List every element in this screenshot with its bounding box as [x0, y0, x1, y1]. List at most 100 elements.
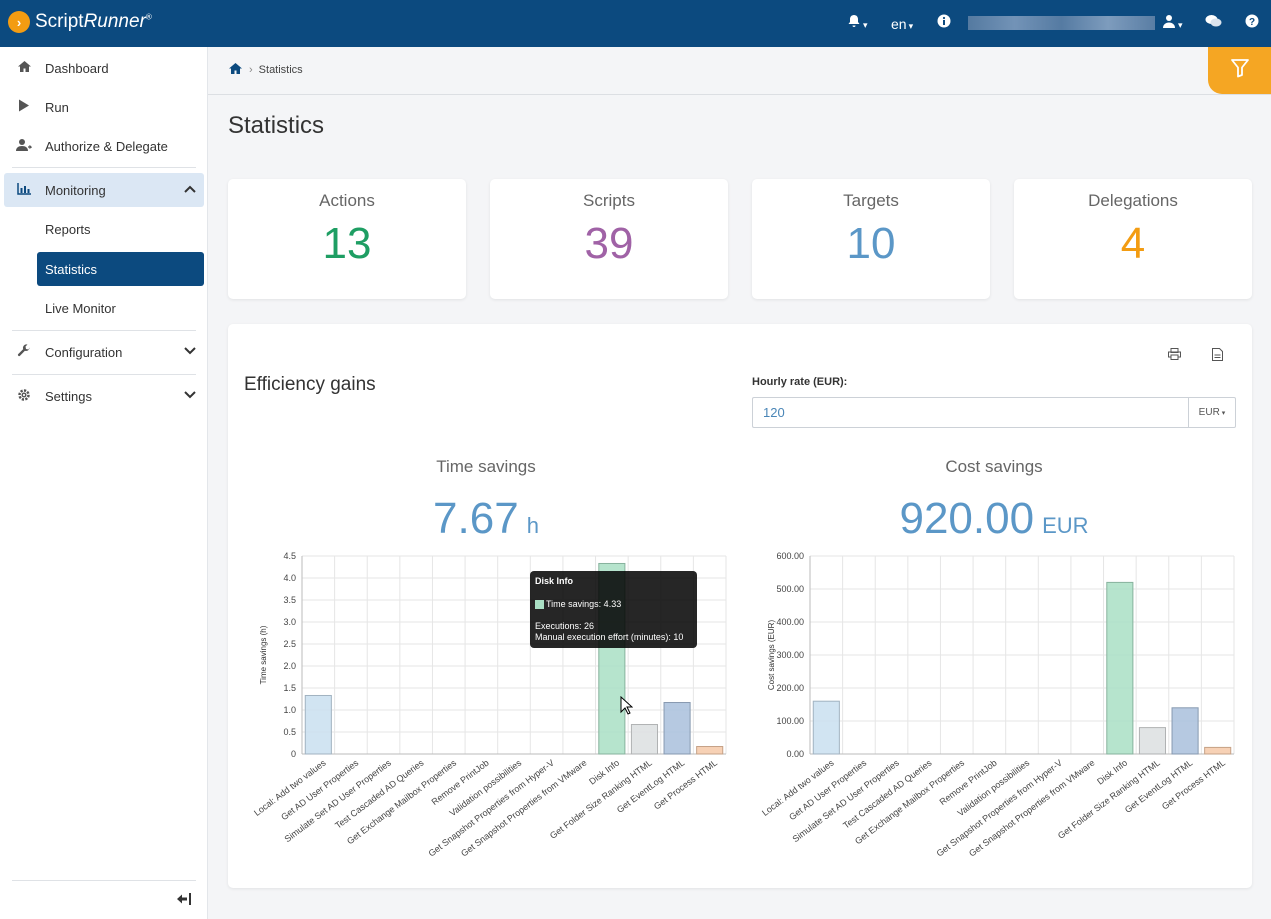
- language-label: en: [891, 16, 907, 32]
- chart-bar[interactable]: [1171, 707, 1199, 755]
- y-tick-label: 500.00: [776, 584, 804, 594]
- sidebar-item-authorize-delegate[interactable]: Authorize & Delegate: [4, 129, 204, 163]
- efficiency-title: Efficiency gains: [244, 374, 376, 395]
- currency-dropdown[interactable]: EUR ▾: [1188, 397, 1236, 428]
- chart-bar[interactable]: [1138, 727, 1167, 755]
- sidebar-item-run[interactable]: Run: [4, 90, 204, 124]
- sidebar-item-dashboard[interactable]: Dashboard: [4, 51, 204, 85]
- cost-savings-chart: 0.00 100.00 200.00 300.00 400.00 500.00 600.00…: [760, 551, 1235, 859]
- sidebar-subitem-reports[interactable]: Reports: [37, 212, 204, 246]
- y-axis-label: Cost savings (EUR): [767, 620, 776, 691]
- tooltip-swatch: [535, 600, 544, 610]
- export-file-icon[interactable]: [1212, 348, 1223, 364]
- user-delegate-icon: [16, 138, 33, 155]
- y-tick-label: 0.5: [283, 727, 296, 737]
- sidebar-item-label: Configuration: [45, 344, 123, 360]
- notifications-bell-icon[interactable]: ▾: [847, 14, 868, 31]
- stat-card-value: 10: [846, 219, 896, 268]
- cost-savings-title: Cost savings: [945, 457, 1043, 476]
- stat-card-value: 39: [584, 219, 634, 268]
- tooltip-effort: Manual execution effort (minutes): 10: [535, 632, 684, 642]
- chart-bar[interactable]: [696, 746, 724, 755]
- help-icon[interactable]: ?: [1245, 14, 1259, 31]
- sidebar-item-settings[interactable]: Settings: [4, 379, 204, 413]
- time-savings-unit: h: [526, 513, 539, 538]
- y-tick-label: 400.00: [776, 617, 804, 627]
- chart-bar[interactable]: [304, 694, 332, 755]
- time-savings-total: 7.67 h: [286, 494, 686, 544]
- chevron-up-icon: [184, 184, 196, 196]
- breadcrumb-current: Statistics: [258, 64, 303, 76]
- chevron-down-icon: [184, 390, 196, 402]
- page-title: Statistics: [228, 112, 325, 139]
- chart-bar[interactable]: [812, 700, 840, 755]
- logo-text-main: Script: [35, 11, 84, 32]
- y-tick-label: 200.00: [776, 683, 804, 693]
- sidebar-divider: [12, 330, 196, 331]
- language-selector[interactable]: en ▾: [891, 16, 914, 32]
- chat-icon[interactable]: [1205, 14, 1222, 31]
- user-menu-icon[interactable]: ▾: [1162, 14, 1183, 31]
- chart-icon: [16, 182, 32, 198]
- app-logo[interactable]: › ScriptRunner®: [8, 11, 152, 33]
- chart-bar[interactable]: [1204, 746, 1232, 755]
- sidebar-item-label: Monitoring: [45, 182, 106, 198]
- y-tick-label: 4.0: [283, 573, 296, 583]
- info-icon[interactable]: [937, 14, 951, 31]
- sidebar-divider: [12, 880, 196, 881]
- chart-grid: [809, 555, 1235, 755]
- stat-card-label: Targets: [843, 191, 899, 210]
- efficiency-panel: Efficiency gains Hourly rate (EUR): EUR▾: [228, 324, 1252, 888]
- subitem-label: Live Monitor: [45, 300, 116, 316]
- stat-card-delegations: Delegations 4: [1014, 179, 1252, 299]
- chevron-down-icon: [184, 346, 196, 358]
- sidebar-subitem-statistics[interactable]: Statistics: [37, 252, 204, 286]
- sidebar-item-label: Dashboard: [45, 60, 109, 76]
- y-tick-label: 1.5: [283, 683, 296, 693]
- y-tick-label: 0.00: [786, 749, 804, 759]
- stat-card-targets: Targets 10: [752, 179, 990, 299]
- chart-bar[interactable]: [663, 702, 691, 755]
- chart-bar[interactable]: [630, 724, 659, 755]
- stat-card-actions: Actions 13: [228, 179, 466, 299]
- time-savings-title: Time savings: [436, 457, 536, 476]
- hourly-rate-input[interactable]: [752, 397, 1188, 428]
- y-tick-label: 3.5: [283, 595, 296, 605]
- sidebar-item-label: Settings: [45, 388, 92, 404]
- sidebar-item-monitoring[interactable]: Monitoring: [4, 173, 204, 207]
- cost-savings-total: 920.00 EUR: [794, 494, 1194, 544]
- stat-card-label: Delegations: [1088, 191, 1178, 210]
- tooltip-executions: Executions: 26: [535, 621, 595, 631]
- print-icon[interactable]: [1168, 348, 1181, 363]
- user-name-blurred: [968, 16, 1155, 30]
- y-tick-label: 3.0: [283, 617, 296, 627]
- sidebar-subitem-live-monitor[interactable]: Live Monitor: [37, 291, 204, 325]
- y-tick-label: 2.0: [283, 661, 296, 671]
- breadcrumb-separator-icon: ›: [249, 64, 253, 76]
- home-icon: [16, 60, 32, 76]
- y-tick-label: 600.00: [776, 551, 804, 561]
- stat-card-value: 4: [1120, 219, 1146, 268]
- y-tick-label: 1.0: [283, 705, 296, 715]
- breadcrumb: › Statistics: [228, 62, 303, 78]
- sidebar-item-configuration[interactable]: Configuration: [4, 335, 204, 369]
- sidebar-collapse-icon[interactable]: [177, 893, 192, 908]
- y-tick-label: 100.00: [776, 716, 804, 726]
- gear-icon: [16, 388, 32, 405]
- filter-button[interactable]: [1208, 47, 1271, 94]
- svg-text:?: ?: [1249, 17, 1255, 28]
- y-tick-label: 4.5: [283, 551, 296, 561]
- sidebar-divider: [12, 374, 196, 375]
- hourly-rate-label: Hourly rate (EUR):: [752, 376, 848, 388]
- chart-bar[interactable]: [1106, 581, 1134, 755]
- stat-card-scripts: Scripts 39: [490, 179, 728, 299]
- stat-card-label: Actions: [319, 191, 375, 210]
- y-axis-label: Time savings (h): [259, 625, 268, 684]
- home-icon[interactable]: [228, 62, 243, 78]
- filter-icon: [1230, 58, 1250, 83]
- stat-card-label: Scripts: [583, 191, 635, 210]
- sidebar: Dashboard Run Authorize & Delegate Monit…: [0, 47, 208, 919]
- currency-label: EUR: [1198, 407, 1220, 418]
- y-tick-label: 300.00: [776, 650, 804, 660]
- tooltip-time-savings: Time savings: 4.33: [546, 599, 622, 609]
